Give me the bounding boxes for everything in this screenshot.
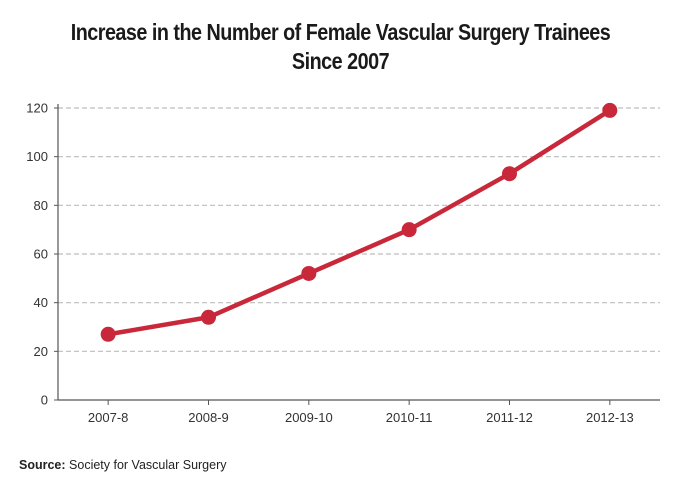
x-tick-label: 2009-10	[285, 410, 333, 425]
x-tick-label: 2011-12	[486, 410, 533, 425]
y-tick-label: 100	[26, 149, 48, 164]
grid-lines	[58, 107, 660, 352]
series-line	[105, 108, 613, 337]
y-tick-label: 60	[34, 247, 48, 262]
chart-title-line-2: Since 2007	[291, 48, 390, 74]
data-point	[301, 265, 317, 281]
data-point	[602, 102, 618, 118]
source-note: Source: Society for Vascular Surgery	[19, 458, 227, 472]
data-point	[401, 222, 417, 238]
source-label: Source:	[19, 458, 66, 472]
x-tick-label: 2012-13	[586, 410, 634, 425]
axes	[54, 104, 660, 405]
chart-title: Increase in the Number of Female Vascula…	[0, 18, 681, 76]
x-tick-labels: 2007-8 2008-9 2009-10 2010-11 2011-12 2012-13	[88, 410, 634, 425]
x-tick-label: 2010-11	[386, 410, 433, 425]
chart-title-line-1: Increase in the Number of Female Vascula…	[70, 19, 611, 45]
data-point	[100, 326, 116, 342]
y-tick-label: 0	[41, 393, 48, 408]
x-tick-label: 2007-8	[88, 410, 128, 425]
y-tick-label: 80	[34, 198, 48, 213]
source-text: Society for Vascular Surgery	[69, 458, 227, 472]
data-point	[201, 309, 216, 325]
y-tick-label: 40	[34, 295, 48, 310]
series-layer	[100, 102, 618, 342]
y-tick-label: 20	[34, 344, 48, 359]
x-tick-label: 2008-9	[188, 410, 228, 425]
data-point	[502, 166, 517, 182]
y-tick-label: 120	[26, 101, 48, 116]
y-tick-labels: 0 20 40 60 80 100 120	[26, 101, 48, 408]
